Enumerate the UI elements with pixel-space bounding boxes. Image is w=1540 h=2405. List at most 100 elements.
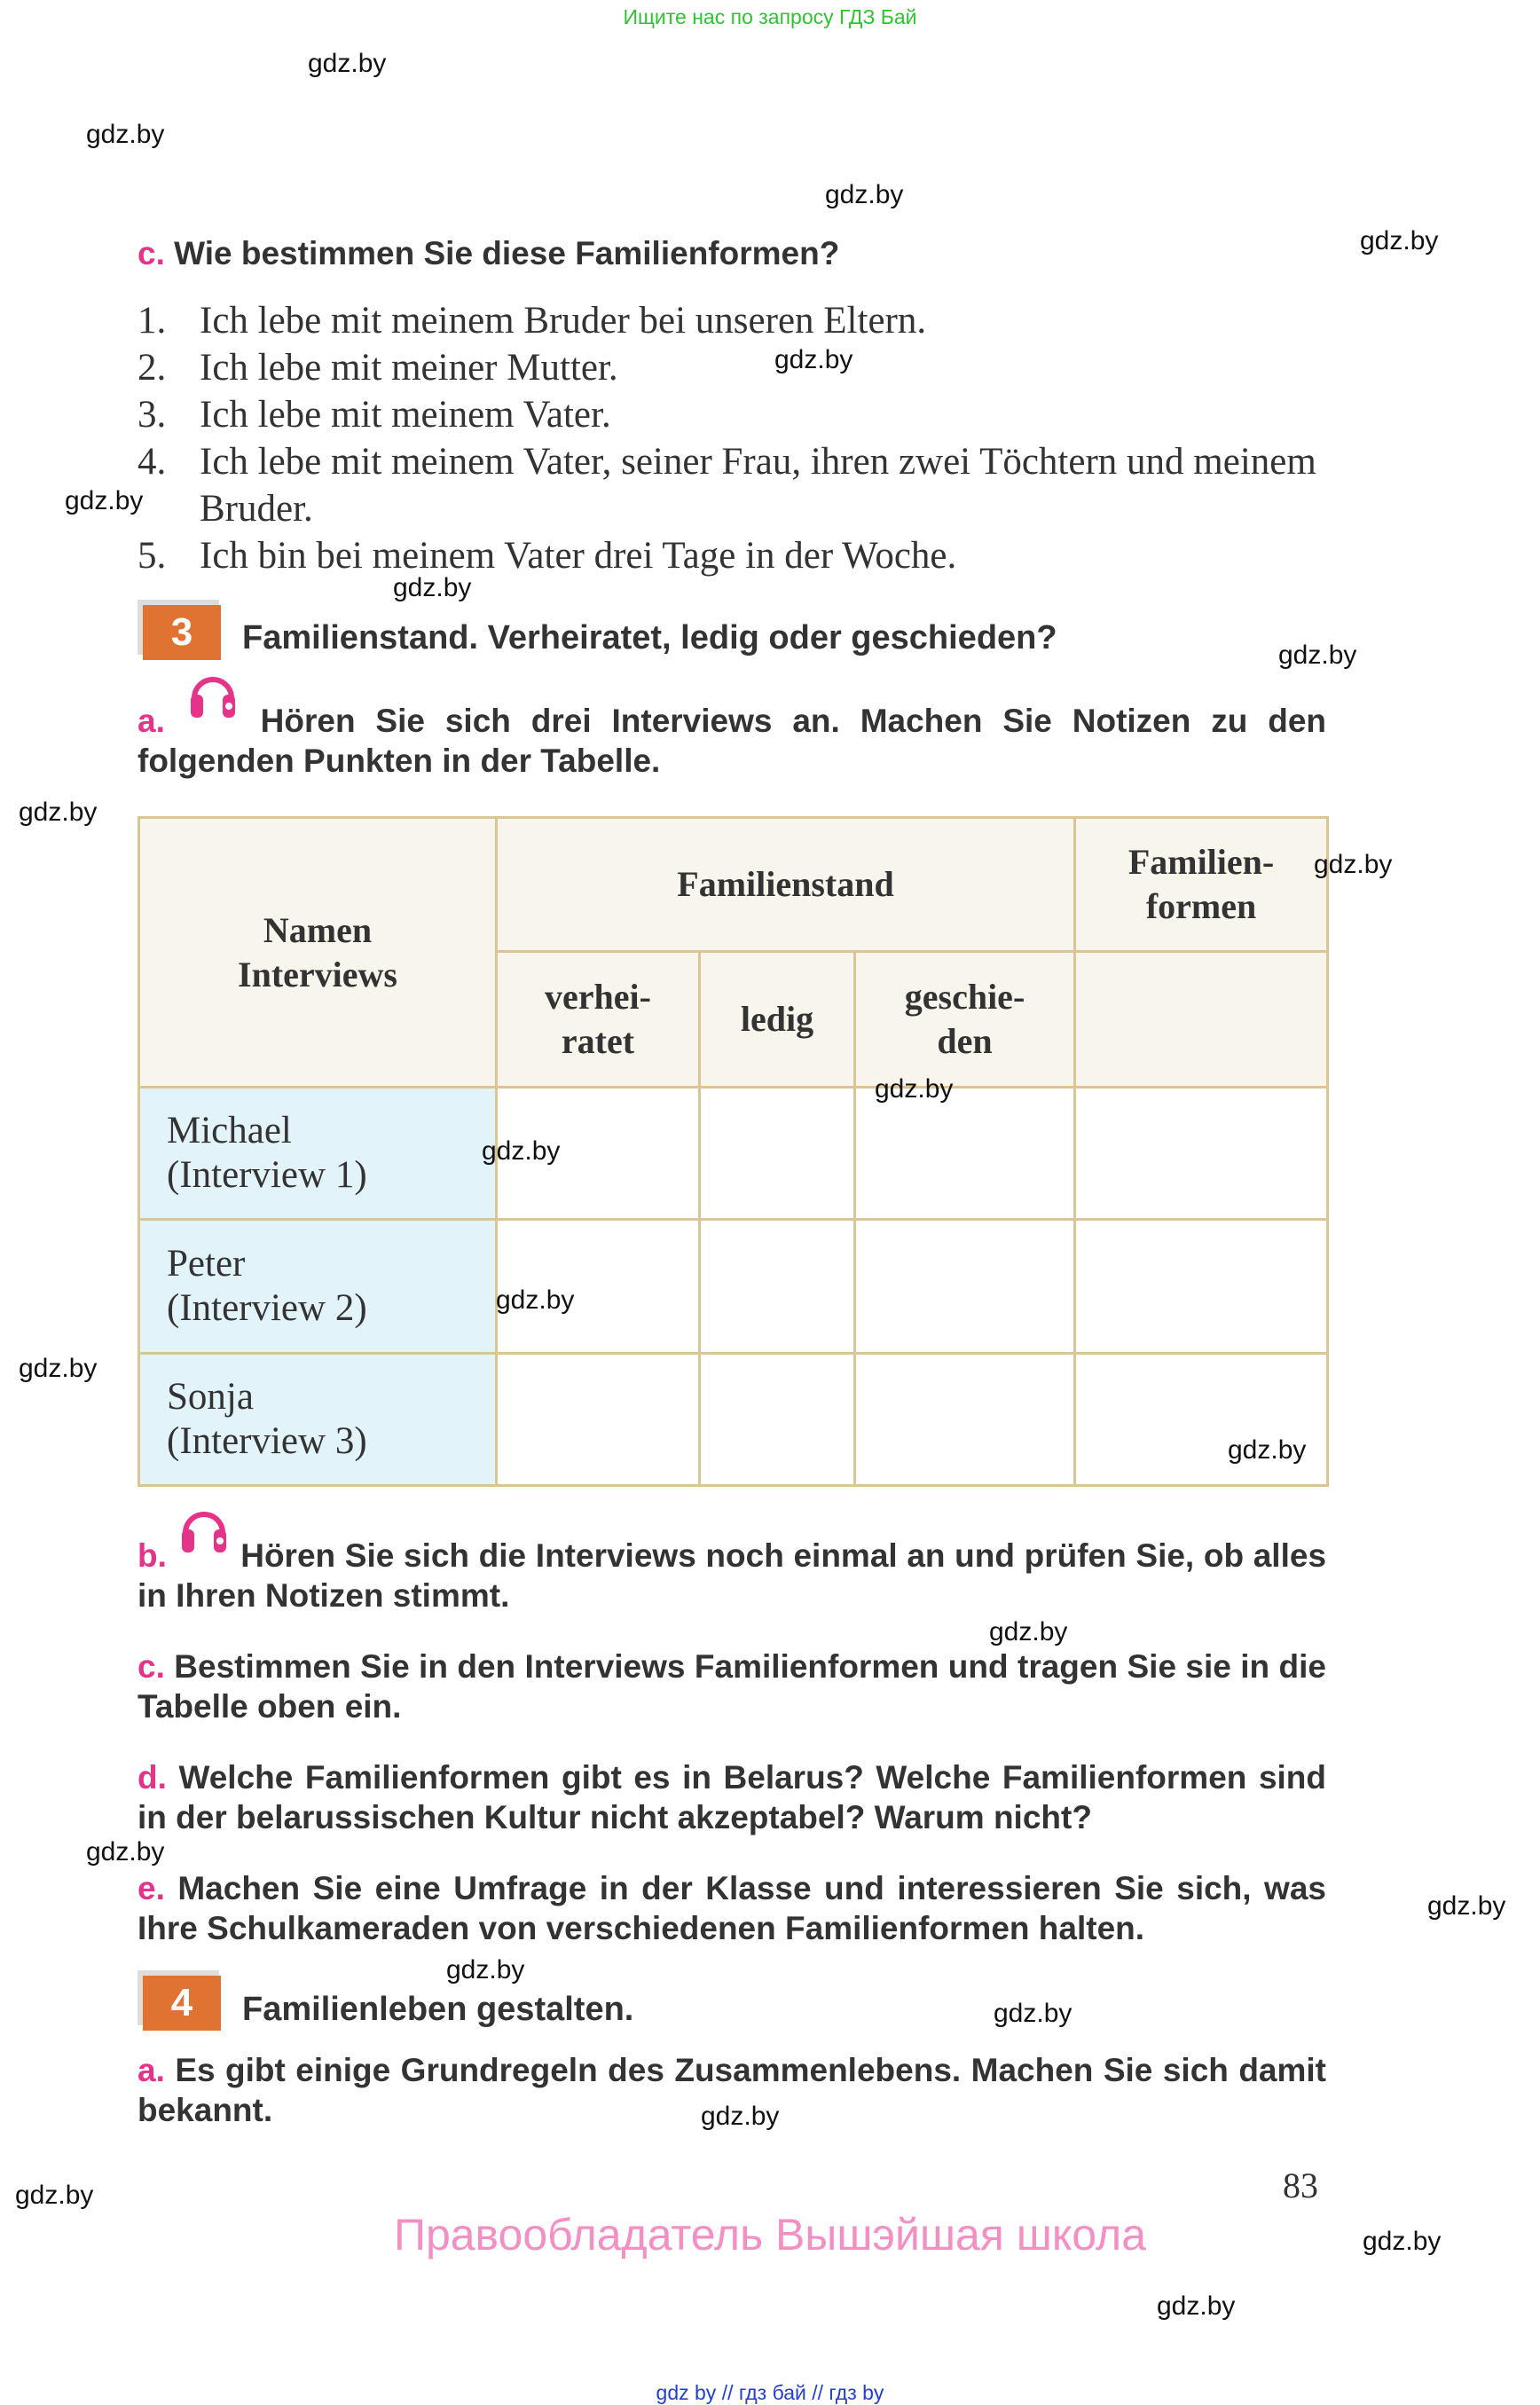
task-3a: a. Hören Sie sich drei Interviews an. Ma…	[138, 677, 1326, 781]
task-3c: c. Bestimmen Sie in den Interviews Famil…	[138, 1647, 1326, 1726]
watermark: gdz.by	[1314, 850, 1393, 879]
exercise-number: 4	[143, 1976, 221, 2031]
table-row: Peter (Interview 2)	[138, 1218, 1330, 1355]
exercise-4-badge: 4	[138, 1970, 226, 2032]
watermark: gdz.by	[875, 1074, 954, 1104]
cell-familienformen[interactable]	[1073, 1218, 1330, 1355]
headphones-icon[interactable]	[185, 677, 240, 741]
cell-ledig[interactable]	[698, 1218, 856, 1355]
header-forms-empty	[1073, 950, 1330, 1089]
task-letter: b.	[138, 1537, 167, 1574]
cell-verheiratet[interactable]	[495, 1352, 701, 1487]
header-names-interviews: Namen Interviews	[138, 816, 498, 1089]
watermark: gdz.by	[482, 1136, 561, 1166]
list-item: 2. Ich lebe mit meiner Mutter.	[138, 344, 1362, 391]
interview-label: (Interview 3)	[167, 1420, 367, 1462]
cell-geschieden[interactable]	[852, 1218, 1077, 1355]
cell-verheiratet[interactable]	[495, 1218, 701, 1355]
watermark: gdz.by	[825, 180, 904, 209]
list-item: 5. Ich bin bei meinem Vater drei Tage in …	[138, 532, 1362, 579]
page-number: 83	[1283, 2165, 1318, 2205]
watermark: gdz.by	[1363, 2227, 1442, 2256]
task-3d: d. Welche Familienformen gibt es in Bela…	[138, 1757, 1326, 1837]
watermark: gdz.by	[1427, 1891, 1506, 1921]
footer-links[interactable]: gdz by // гдз бай // гдз by	[656, 2381, 884, 2404]
watermark: gdz.by	[86, 1837, 165, 1867]
table-row: Sonja (Interview 3)	[138, 1352, 1330, 1487]
cell-familienformen[interactable]	[1073, 1352, 1330, 1487]
task-2c: c. Wie bestimmen Sie diese Familienforme…	[138, 233, 1326, 273]
list-item: 3. Ich lebe mit meinem Vater.	[138, 391, 1362, 438]
list-number: 1.	[138, 300, 167, 342]
task-text: Welche Familienformen gibt es in Belarus…	[138, 1759, 1326, 1835]
task-letter: c.	[138, 235, 165, 271]
cell-ledig[interactable]	[698, 1352, 856, 1487]
list-number: 3.	[138, 394, 167, 436]
cell-verheiratet[interactable]	[495, 1086, 701, 1221]
task-letter: c.	[138, 1648, 165, 1685]
watermark: gdz.by	[15, 2181, 94, 2210]
task-letter: d.	[138, 1759, 167, 1796]
watermark: gdz.by	[393, 573, 472, 602]
watermark: gdz.by	[446, 1955, 525, 1985]
watermark: gdz.by	[65, 486, 144, 515]
task-4a: a. Es gibt einige Grundregeln des Zusamm…	[138, 2050, 1326, 2130]
person-name: Michael	[167, 1110, 292, 1151]
task-letter: a.	[138, 703, 165, 739]
watermark: gdz.by	[994, 1999, 1072, 2028]
task-text: Wie bestimmen Sie diese Familienformen?	[174, 235, 840, 271]
watermark: gdz.by	[86, 120, 165, 149]
watermark: gdz.by	[1157, 2291, 1236, 2321]
person-name: Sonja	[167, 1376, 254, 1418]
list-item: 4. Ich lebe mit meinem Vater, seiner Frau…	[138, 438, 1362, 532]
task-text: Es gibt einige Grundregeln des Zusammenl…	[138, 2052, 1327, 2128]
list-number: 2.	[138, 347, 167, 389]
person-name: Peter	[167, 1243, 246, 1285]
task-letter: e.	[138, 1870, 165, 1906]
notes-table: Namen Interviews Familienstand Familien-…	[138, 816, 1330, 1487]
watermark: gdz.by	[774, 345, 853, 374]
header-ledig: ledig	[698, 950, 856, 1089]
header-verheiratet: verhei- ratet	[495, 950, 701, 1089]
top-search-link[interactable]: Ищите нас по запросу ГДЗ Бай	[623, 5, 917, 28]
list-text: Ich lebe mit meiner Mutter.	[200, 347, 618, 389]
exercise-number: 3	[143, 605, 221, 660]
watermark: gdz.by	[1360, 226, 1439, 255]
task-letter: a.	[138, 2052, 165, 2088]
table-row: Michael (Interview 1)	[138, 1086, 1330, 1221]
watermark: gdz.by	[19, 798, 98, 827]
name-cell: Peter (Interview 2)	[138, 1218, 498, 1355]
watermark: gdz.by	[701, 2102, 780, 2131]
task-3e: e. Machen Sie eine Umfrage in der Klasse…	[138, 1868, 1326, 1948]
interview-label: (Interview 2)	[167, 1287, 367, 1329]
name-cell: Michael (Interview 1)	[138, 1086, 498, 1221]
list-text: Ich lebe mit meinem Bruder bei unseren E…	[200, 300, 927, 342]
interview-label: (Interview 1)	[167, 1154, 367, 1196]
watermark: gdz.by	[1228, 1435, 1307, 1465]
list-item: 1. Ich lebe mit meinem Bruder bei unseren…	[138, 297, 1362, 344]
header-familienstand: Familienstand	[494, 816, 1077, 953]
copyright-owner: Правообладатель Вышэйшая школа	[394, 2210, 1146, 2260]
statement-list: 1. Ich lebe mit meinem Bruder bei unseren…	[138, 297, 1362, 579]
header-familienformen: Familien- formen	[1073, 816, 1330, 953]
name-cell: Sonja (Interview 3)	[138, 1352, 498, 1487]
cell-familienformen[interactable]	[1073, 1086, 1330, 1221]
list-number: 5.	[138, 535, 167, 577]
cell-geschieden[interactable]	[852, 1086, 1077, 1221]
list-number: 4.	[138, 441, 167, 483]
task-text: Hören Sie sich drei Interviews an. Mache…	[138, 703, 1326, 780]
cell-geschieden[interactable]	[852, 1352, 1077, 1487]
task-text: Machen Sie eine Umfrage in der Klasse un…	[138, 1870, 1326, 1946]
list-text: Ich bin bei meinem Vater drei Tage in de…	[200, 535, 957, 577]
exercise-3-title: Familienstand. Verheiratet, ledig oder g…	[242, 619, 1057, 656]
task-text: Bestimmen Sie in den Interviews Familien…	[138, 1648, 1326, 1725]
list-text: Ich lebe mit meinem Vater, seiner Frau, …	[200, 441, 1316, 530]
watermark: gdz.by	[19, 1354, 98, 1383]
cell-ledig[interactable]	[698, 1086, 856, 1221]
headphones-icon[interactable]	[177, 1512, 232, 1576]
list-text: Ich lebe mit meinem Vater.	[200, 394, 611, 436]
watermark: gdz.by	[308, 49, 387, 78]
task-3b: b. Hören Sie sich die Interviews noch ei…	[138, 1512, 1326, 1615]
watermark: gdz.by	[1278, 641, 1357, 670]
header-geschieden: geschie- den	[852, 950, 1077, 1089]
